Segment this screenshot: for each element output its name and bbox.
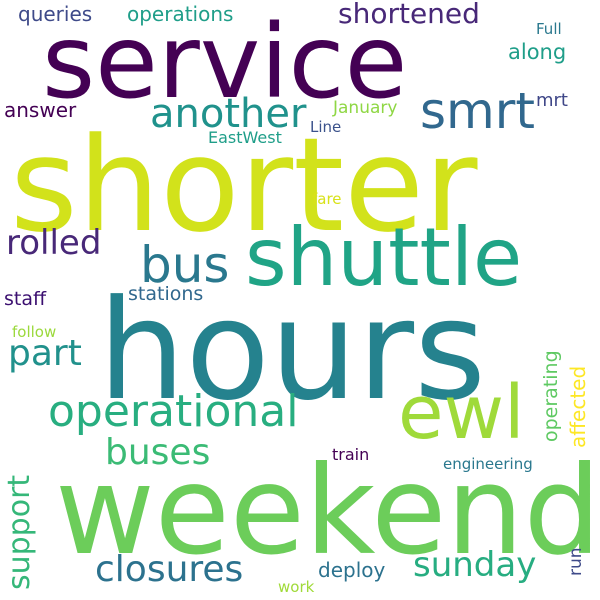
word-staff: staff	[4, 288, 47, 310]
word-sunday: sunday	[413, 545, 537, 585]
word-shorter: shorter	[10, 109, 478, 261]
word-shortened: shortened	[338, 0, 480, 30]
word-eastwest: EastWest	[208, 128, 282, 147]
word-stations: stations	[128, 283, 204, 305]
word-train: train	[332, 445, 370, 464]
word-hours: hours	[98, 270, 486, 431]
word-operations: operations	[127, 2, 234, 26]
word-fare: fare	[312, 190, 342, 208]
word-buses: buses	[105, 432, 211, 473]
word-weekend: weekend	[55, 440, 600, 582]
word-answer: answer	[4, 98, 77, 122]
word-smrt: smrt	[420, 82, 535, 140]
word-work: work	[278, 578, 315, 596]
word-full: Full	[536, 20, 562, 38]
word-line: Line	[310, 118, 342, 136]
word-closures: closures	[95, 549, 244, 590]
word-queries: queries	[18, 2, 93, 26]
word-ewl: ewl	[398, 370, 525, 456]
word-rolled: rolled	[6, 223, 102, 263]
word-along: along	[508, 40, 567, 64]
word-operating: operating	[540, 350, 562, 442]
word-mrt: mrt	[536, 90, 568, 111]
word-bus: bus	[140, 236, 230, 294]
word-deploy: deploy	[318, 558, 386, 582]
word-service: service	[42, 3, 408, 122]
word-shuttle: shuttle	[245, 211, 523, 304]
word-another: another	[150, 91, 307, 137]
word-operational: operational	[48, 386, 299, 437]
word-support: support	[2, 474, 37, 590]
word-follow: follow	[12, 323, 57, 341]
word-january: January	[333, 98, 398, 118]
word-affected: affected	[566, 365, 590, 448]
word-part: part	[8, 333, 82, 374]
word-run: run	[566, 547, 586, 576]
word-engineering: engineering	[443, 455, 533, 473]
